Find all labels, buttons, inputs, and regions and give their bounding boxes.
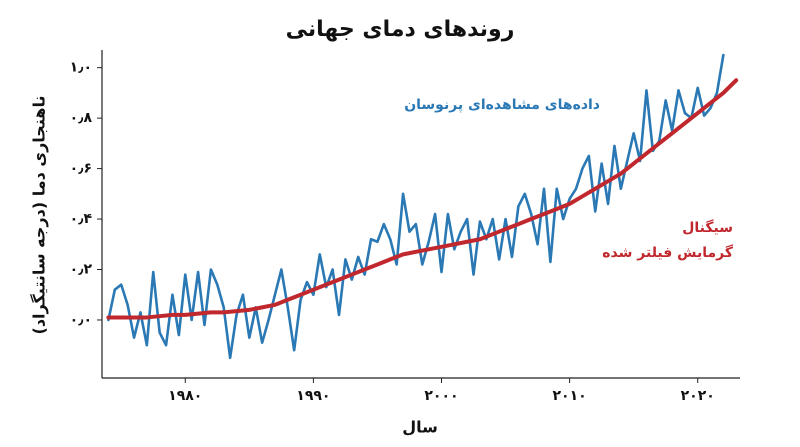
- series-line: [107, 53, 725, 360]
- x-tick-label: ۲۰۰۰: [424, 388, 458, 404]
- y-tick-label: ۰٫۰: [70, 312, 92, 328]
- annotation: گرمایش فیلتر شده: [602, 244, 734, 261]
- y-tick-label: ۰٫۶: [70, 161, 92, 177]
- y-tick-label: ۰٫۴: [70, 211, 93, 227]
- x-tick-label: ۱۹۹۰: [296, 388, 330, 404]
- x-tick-label: ۲۰۱۰: [553, 388, 587, 404]
- y-tick-label: ۰٫۲: [70, 262, 93, 278]
- series-line: [106, 78, 739, 320]
- x-axis-label: سال: [402, 418, 438, 437]
- annotation: سیگنال: [682, 219, 733, 236]
- x-tick-label: ۲۰۲۰: [681, 388, 715, 404]
- y-tick-label: ۱٫۰: [70, 60, 92, 76]
- y-axis-label: ناهنجاری دما (درجه سانتیگراد): [30, 96, 49, 335]
- x-tick-label: ۱۹۸۰: [168, 388, 202, 404]
- y-tick-label: ۰٫۸: [70, 110, 93, 126]
- chart-title: روندهای دمای جهانی: [286, 17, 515, 42]
- annotation: داده‌های مشاهده‌ای پرنوسان: [404, 97, 600, 113]
